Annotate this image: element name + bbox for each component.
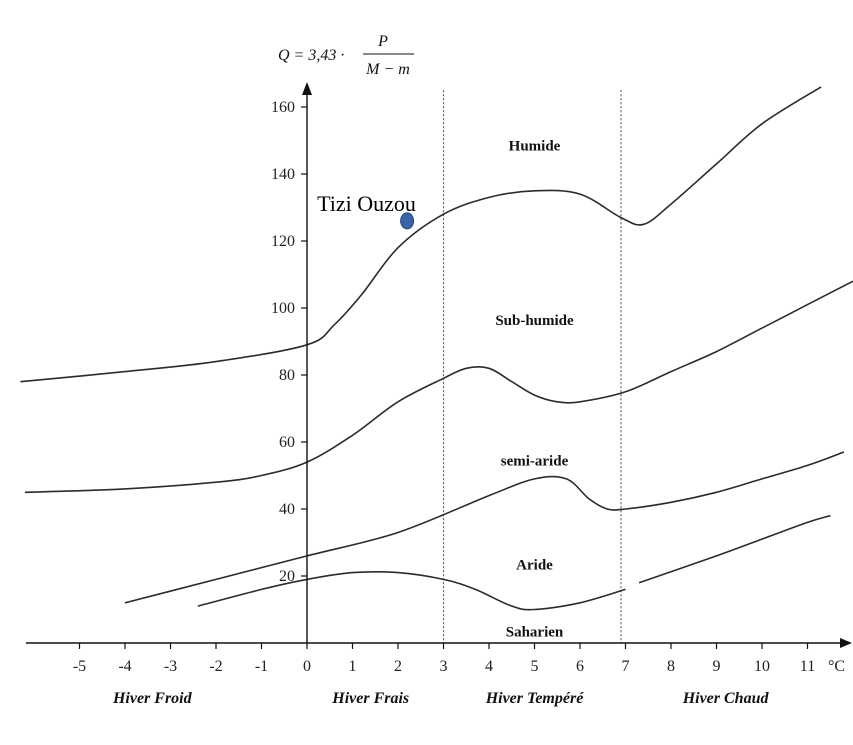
- x-tick-label: 6: [576, 658, 584, 675]
- x-tick-label: -2: [209, 658, 222, 675]
- formula-denominator: M − m: [365, 61, 410, 78]
- x-tick-label: 11: [800, 658, 815, 675]
- boundary-curve-5: [638, 514, 831, 584]
- zone-label-humide: Humide: [509, 139, 561, 155]
- x-tick-label: 9: [713, 658, 721, 675]
- x-unit-label: °C: [828, 658, 845, 675]
- boundary-curve-2: [24, 280, 853, 494]
- y-ticks: 20 40 60 80 100 120 140 160: [271, 99, 307, 585]
- zone-label-saharien: Saharien: [506, 624, 564, 640]
- boundary-curve-3: [124, 451, 845, 604]
- climate-boundary-curves: [20, 86, 853, 611]
- x-tick-label: 4: [485, 658, 493, 675]
- y-tick-label: 60: [279, 434, 295, 451]
- y-tick-label: 100: [271, 300, 295, 317]
- x-tick-label: -5: [73, 658, 86, 675]
- x-tick-label: -3: [164, 658, 177, 675]
- x-tick-label: 8: [667, 658, 675, 675]
- zone-labels: Humide Sub-humide semi-aride Aride Saharien: [495, 139, 574, 641]
- formula-lhs: Q = 3,43 ·: [278, 47, 344, 64]
- zone-label-semi-aride: semi-aride: [501, 453, 569, 469]
- y-tick-label: 40: [279, 501, 295, 518]
- x-tick-label: -1: [255, 658, 268, 675]
- x-axis-arrow: [840, 638, 852, 648]
- station-marker-group: Tizi Ouzou: [317, 191, 416, 230]
- boundary-curve-1: [20, 86, 822, 383]
- season-label: Hiver Chaud: [682, 690, 770, 707]
- x-tick-label: -4: [118, 658, 131, 675]
- station-label: Tizi Ouzou: [317, 191, 416, 216]
- zone-label-aride: Aride: [516, 557, 553, 573]
- season-label: Hiver Tempéré: [485, 690, 585, 707]
- y-tick-label: 160: [271, 99, 295, 116]
- x-tick-label: 10: [754, 658, 770, 675]
- y-tick-label: 20: [279, 568, 295, 585]
- x-tick-label: 3: [440, 658, 448, 675]
- formula-numerator: P: [377, 33, 388, 50]
- station-marker: [400, 212, 415, 230]
- season-labels: Hiver Froid Hiver Frais Hiver Tempéré Hiver…: [112, 690, 770, 707]
- x-tick-label: 0: [303, 658, 311, 675]
- season-label: Hiver Frais: [331, 690, 409, 707]
- formula: Q = 3,43 · P M − m: [278, 33, 414, 78]
- zone-label-sub-humide: Sub-humide: [495, 313, 574, 329]
- y-tick-label: 80: [279, 367, 295, 384]
- x-tick-label: 7: [622, 658, 630, 675]
- axes: [26, 82, 852, 648]
- boundary-curve-4: [197, 570, 626, 611]
- x-tick-label: 1: [349, 658, 357, 675]
- x-tick-label: 2: [394, 658, 402, 675]
- season-label: Hiver Froid: [112, 690, 193, 707]
- y-tick-label: 140: [271, 166, 295, 183]
- x-ticks: -5 -4 -3 -2 -1 0 1 2 3 4 5 6 7 8 9 10 11: [73, 643, 815, 675]
- y-tick-label: 120: [271, 233, 295, 250]
- y-axis-arrow: [302, 82, 312, 95]
- season-boundaries: [442, 90, 622, 643]
- x-tick-label: 5: [531, 658, 539, 675]
